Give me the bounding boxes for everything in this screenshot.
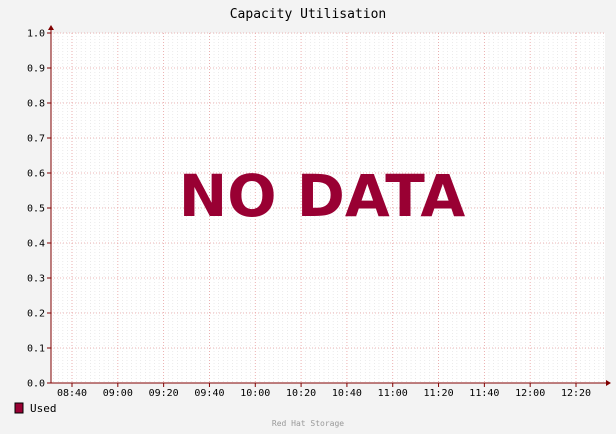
y-tick-label: 0.7 <box>27 134 45 145</box>
x-axis-arrow <box>606 380 611 386</box>
x-tick-label: 11:40 <box>469 388 499 399</box>
x-tick-label: 11:00 <box>378 388 408 399</box>
y-tick-label: 0.0 <box>27 379 45 390</box>
y-tick-label: 0.9 <box>27 64 45 75</box>
legend-label-used: Used <box>30 402 57 415</box>
x-tick-label: 11:20 <box>423 388 453 399</box>
y-tick-label: 0.2 <box>27 309 45 320</box>
y-tick-label: 0.6 <box>27 169 45 180</box>
y-axis-ticks: 1.0 0.9 0.8 0.7 0.6 0.5 0.4 0.3 0.2 0.1 0.0 <box>27 29 51 390</box>
x-axis-ticks: 08:40 09:00 09:20 09:40 10:00 10:20 10:40 11:00… <box>57 383 591 399</box>
y-tick-label: 0.3 <box>27 274 45 285</box>
legend: Used <box>14 402 57 415</box>
x-tick-label: 09:00 <box>103 388 133 399</box>
footer-credit: Red Hat Storage <box>272 419 344 428</box>
no-data-label: NO DATA <box>179 162 466 230</box>
x-tick-label: 09:40 <box>194 388 224 399</box>
x-tick-label: 10:20 <box>286 388 316 399</box>
y-axis-arrow <box>48 25 54 30</box>
y-tick-label: 1.0 <box>27 29 45 40</box>
x-tick-label: 12:20 <box>561 388 591 399</box>
chart-title: Capacity Utilisation <box>230 7 387 22</box>
x-tick-label: 10:40 <box>332 388 362 399</box>
major-grid <box>51 32 605 383</box>
y-tick-label: 0.8 <box>27 99 45 110</box>
axes <box>47 25 611 386</box>
legend-swatch-used <box>14 402 24 414</box>
x-tick-label: 12:00 <box>515 388 545 399</box>
x-tick-label: 10:00 <box>240 388 270 399</box>
y-tick-label: 0.1 <box>27 344 45 355</box>
y-tick-label: 0.4 <box>27 239 45 250</box>
x-tick-label: 08:40 <box>57 388 87 399</box>
y-tick-label: 0.5 <box>27 204 45 215</box>
x-tick-label: 09:20 <box>149 388 179 399</box>
